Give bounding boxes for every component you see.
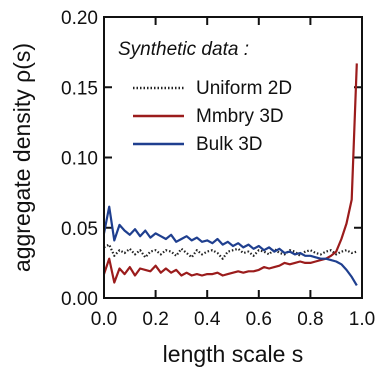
series-line-uniform-2d: [103, 243, 358, 260]
x-tick-label: 0.8: [297, 309, 323, 330]
legend-label: Mmbry 3D: [196, 106, 284, 127]
legend: Synthetic data : Uniform 2D Mmbry 3D Bulk …: [118, 39, 292, 155]
legend-title: Synthetic data :: [118, 39, 249, 60]
y-tick-label: 0.20: [61, 8, 98, 29]
legend-label: Bulk 3D: [196, 134, 263, 155]
y-tick-label: 0.15: [61, 78, 98, 99]
series-layer: [102, 63, 358, 286]
x-tick-label: 0.0: [91, 309, 117, 330]
y-tick-label: 0.05: [61, 219, 98, 240]
legend-entries: Uniform 2D Mmbry 3D Bulk 3D: [133, 78, 292, 155]
y-tick-label: 0.10: [61, 149, 98, 170]
plot-frame: [103, 16, 363, 299]
x-tick-label: 0.2: [142, 309, 168, 330]
series-line-mmbry-3d: [102, 63, 358, 284]
series-line-bulk-3d: [102, 205, 358, 286]
y-tick-label: 0.00: [61, 289, 98, 310]
x-tick-label: 0.6: [246, 309, 272, 330]
legend-label: Uniform 2D: [196, 78, 292, 99]
x-tick-label: 0.4: [194, 309, 221, 330]
y-axis-label: aggregate density ρ(s): [9, 43, 35, 272]
x-tick-label: 1.0: [349, 309, 375, 330]
x-axis-label: length scale s: [163, 341, 304, 367]
